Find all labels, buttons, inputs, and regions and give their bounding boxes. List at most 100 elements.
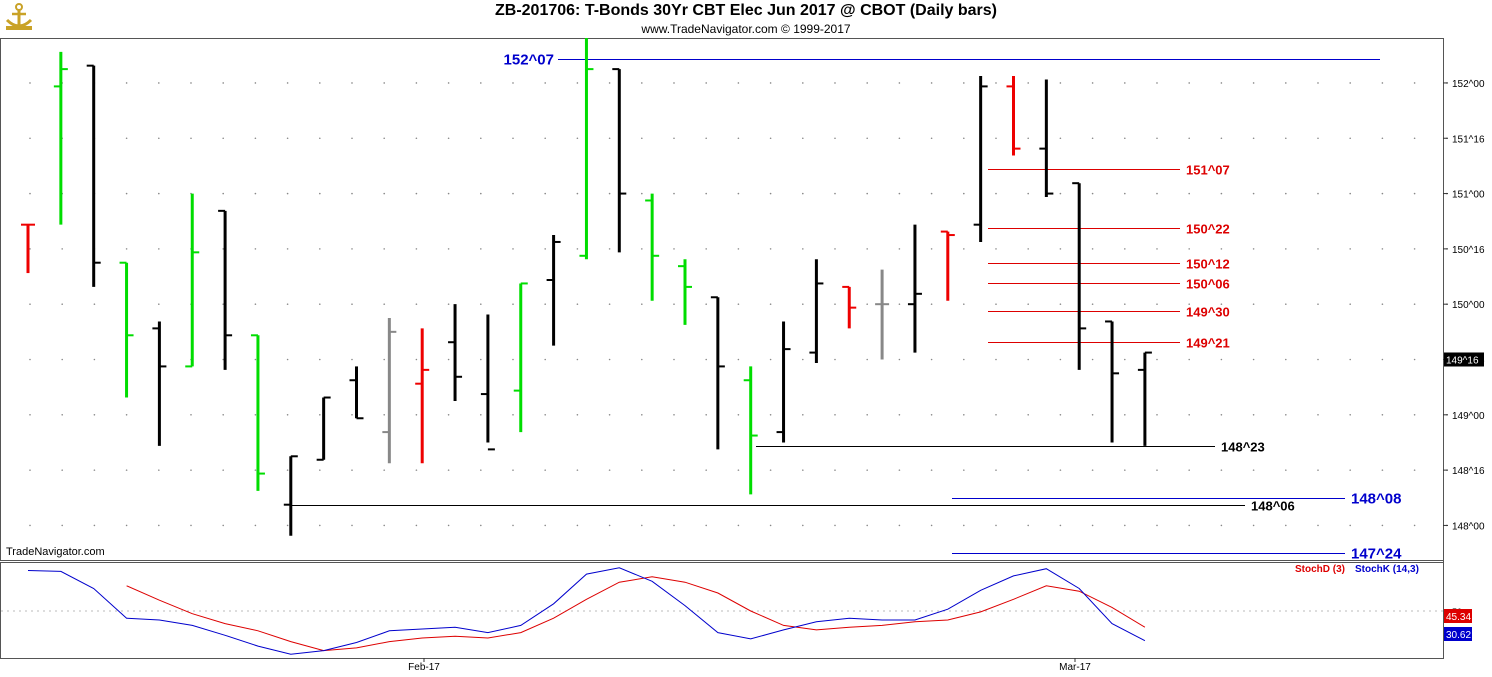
grid-dot [447,82,450,84]
grid-dot [963,192,965,195]
grid-dot [608,82,611,84]
grid-dot [447,469,450,471]
grid-dot [995,137,997,140]
grid-dot [1091,524,1094,527]
grid-dot [1381,248,1384,250]
level-label: 151^07 [1186,163,1230,178]
stochk-value-box [1444,627,1472,641]
grid-dot [480,192,482,195]
grid-dot [1413,303,1416,305]
grid-dot [673,192,675,195]
grid-dot [1413,524,1416,527]
grid-dot [93,358,96,361]
grid-dot [963,524,965,527]
grid-dot [544,524,546,527]
level-label: 149^30 [1186,305,1230,320]
grid-dot [1285,469,1287,471]
grid-dot [995,303,997,305]
grid-dot [1413,137,1416,140]
grid-dot [512,303,514,305]
grid-dot [222,137,224,140]
grid-dot [1317,414,1319,416]
grid-dot [673,469,675,471]
grid-dot [802,248,804,250]
grid-dot [673,248,675,250]
grid-dot [254,469,257,471]
grid-dot [737,524,740,527]
grid-dot [866,137,868,140]
grid-dot [995,192,997,195]
grid-dot [1091,248,1094,250]
grid-dot [641,469,643,471]
grid-dot [1317,303,1319,305]
grid-dot [963,358,965,361]
grid-dot [125,524,128,527]
grid-dot [1381,358,1384,361]
grid-dot [1059,137,1062,140]
grid-dot [158,469,160,471]
grid-dot [576,137,579,140]
grid-dot [190,524,192,527]
grid-dot [512,137,514,140]
grid-dot [1317,82,1319,84]
grid-dot [576,192,579,195]
grid-dot [834,414,836,416]
grid-dot [512,414,514,416]
grid-dot [1156,137,1158,140]
grid-dot [286,82,289,84]
grid-dot [930,192,933,195]
grid-dot [254,137,257,140]
grid-dot [1285,414,1287,416]
grid-dot [544,137,546,140]
grid-dot [61,414,63,416]
level-label: 150^22 [1186,222,1230,237]
y-tick-label: 148^16 [1452,466,1485,477]
grid-dot [930,469,933,471]
grid-dot [1091,303,1094,305]
grid-dot [898,248,901,250]
grid-dot [1381,192,1384,195]
grid-dot [447,414,450,416]
grid-dot [705,358,707,361]
grid-dot [1059,469,1062,471]
grid-dot [415,248,418,250]
grid-dot [29,303,31,305]
grid-dot [705,82,707,84]
grid-dot [1381,303,1384,305]
grid-dot [834,524,836,527]
grid-dot [1413,82,1416,84]
grid-dot [383,137,386,140]
grid-dot [319,137,321,140]
grid-dot [641,414,643,416]
grid-dot [190,137,192,140]
grid-dot [480,248,482,250]
grid-dot [286,192,289,195]
grid-dot [1027,137,1029,140]
grid-dot [673,82,675,84]
grid-dot [29,469,31,471]
grid-dot [1156,414,1158,416]
grid-dot [898,137,901,140]
y-tick-label: 151^00 [1452,190,1485,201]
grid-dot [319,469,321,471]
last-price-box [1444,352,1484,367]
grid-dot [1156,192,1158,195]
grid-dot [447,137,450,140]
grid-dot [930,82,933,84]
grid-dot [512,524,514,527]
grid-dot [480,469,482,471]
grid-dot [29,414,31,416]
watermark-text: TradeNavigator.com [6,546,105,558]
grid-dot [61,303,63,305]
grid-dot [480,414,482,416]
grid-dot [1091,358,1094,361]
grid-dot [576,469,579,471]
grid-dot [158,82,160,84]
grid-dot [995,248,997,250]
grid-dot [319,524,321,527]
grid-dot [1027,303,1029,305]
grid-dot [866,358,868,361]
grid-dot [673,303,675,305]
grid-dot [480,303,482,305]
grid-dot [576,248,579,250]
